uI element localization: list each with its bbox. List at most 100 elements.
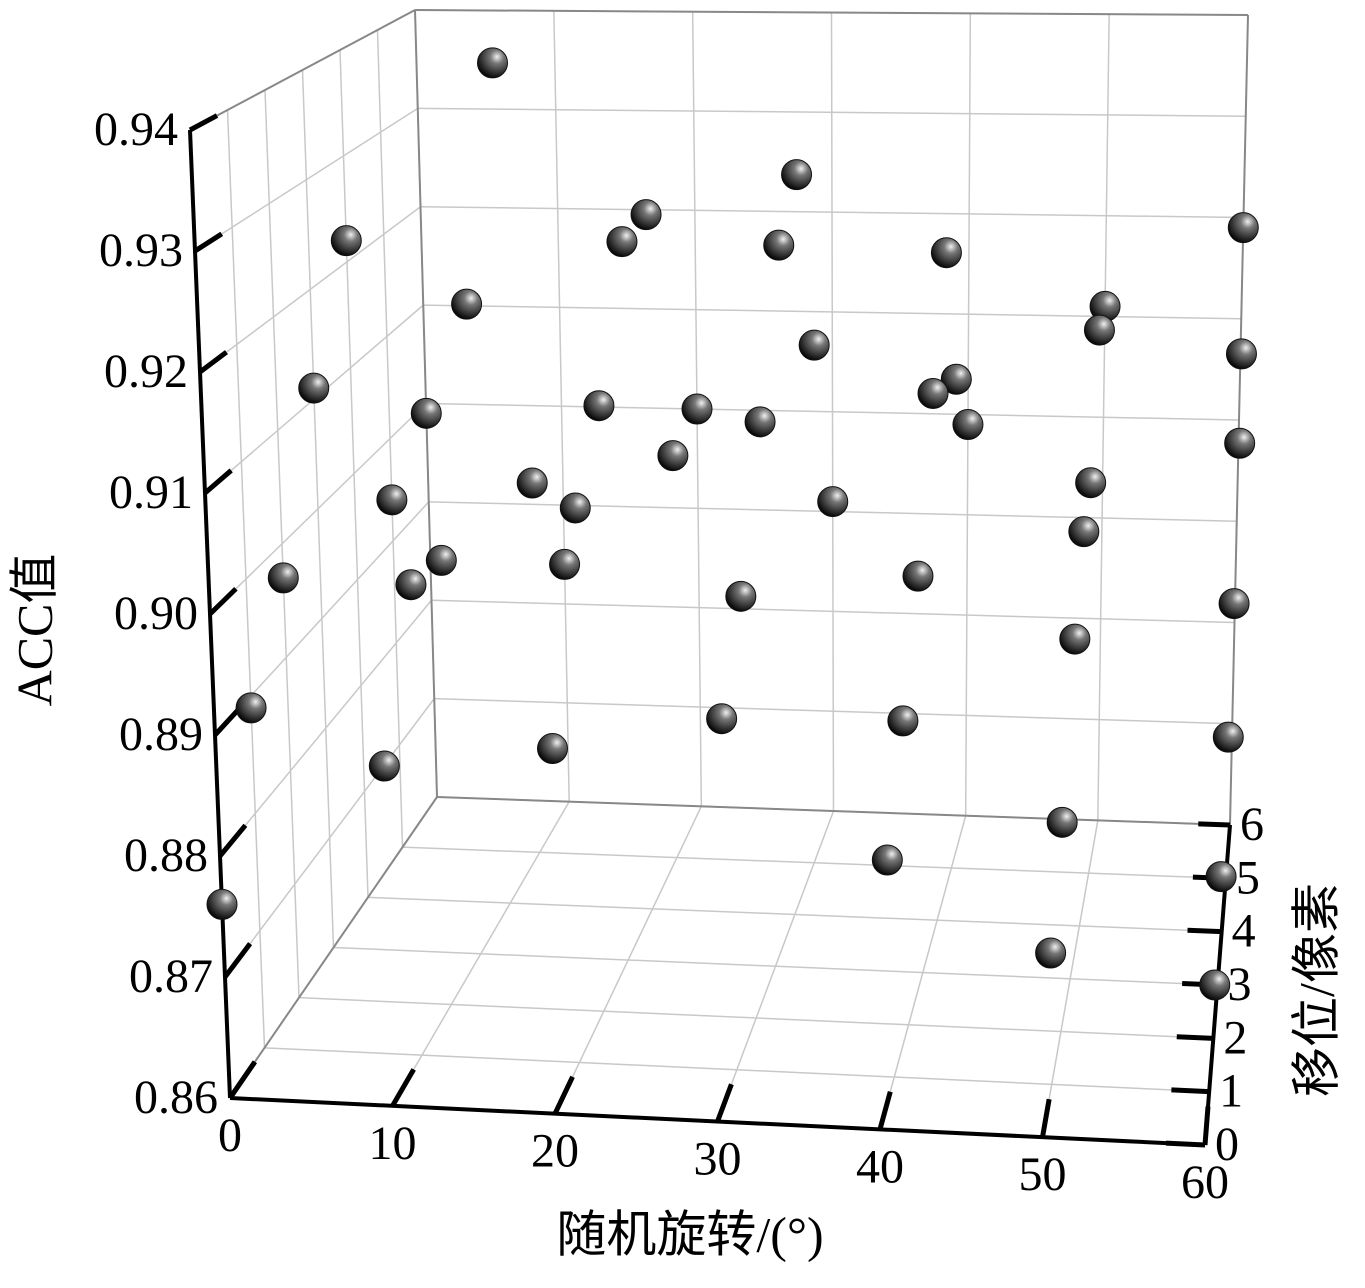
x-tick-label: 30 xyxy=(694,1133,742,1186)
z-tick-label: 0.91 xyxy=(109,466,193,519)
x-tick xyxy=(552,1075,575,1115)
point xyxy=(940,363,972,395)
point xyxy=(267,562,299,594)
z-axis-title: ACC值 xyxy=(6,554,62,707)
point xyxy=(1205,861,1237,893)
y-tick xyxy=(1187,927,1222,935)
box-edge xyxy=(1229,14,1249,826)
z-tick xyxy=(193,231,224,254)
point xyxy=(549,548,581,580)
x-axis-title: 随机旋转/(°) xyxy=(556,1206,823,1262)
point xyxy=(395,569,427,601)
x-tick-label: 60 xyxy=(1181,1156,1229,1209)
grid-line xyxy=(431,599,1235,624)
grid-line xyxy=(333,946,1218,986)
grid-line xyxy=(402,846,1226,880)
point xyxy=(781,159,813,191)
point xyxy=(368,750,400,782)
y-tick-label: 2 xyxy=(1223,1011,1247,1064)
x-tick-label: 0 xyxy=(218,1109,242,1162)
grid xyxy=(189,9,1249,1146)
z-tick xyxy=(218,823,248,858)
point xyxy=(376,484,408,516)
point xyxy=(763,229,795,261)
point xyxy=(887,705,919,737)
point xyxy=(298,372,330,404)
y-tick-label: 0 xyxy=(1215,1118,1239,1171)
marks xyxy=(206,47,1259,1001)
z-tick-label: 0.87 xyxy=(129,950,213,1003)
x-tick xyxy=(390,1068,416,1108)
grid-line xyxy=(194,107,419,252)
point xyxy=(952,409,984,441)
y-tick xyxy=(1198,821,1231,828)
point xyxy=(681,393,713,425)
point xyxy=(930,237,962,269)
box-edge xyxy=(436,796,1231,826)
point xyxy=(917,377,949,409)
point xyxy=(798,329,830,361)
x-tick-label: 20 xyxy=(531,1125,579,1178)
grid-line xyxy=(420,206,1244,219)
z-tick-label: 0.86 xyxy=(134,1071,218,1124)
grid-line xyxy=(199,206,421,373)
z-tick xyxy=(223,942,253,979)
z-tick xyxy=(198,350,228,375)
point xyxy=(451,288,483,320)
point xyxy=(1218,588,1250,620)
y-tick xyxy=(1171,1087,1210,1095)
z-tick-label: 0.88 xyxy=(124,829,208,882)
z-tick-label: 0.90 xyxy=(114,587,198,640)
x-tick-label: 50 xyxy=(1019,1148,1067,1201)
point xyxy=(871,844,903,876)
point xyxy=(425,544,457,576)
point xyxy=(1075,467,1107,499)
point xyxy=(1199,969,1231,1001)
axes: 0.860.870.880.890.900.910.920.930.940 10 2… xyxy=(94,9,1264,1209)
box-edge xyxy=(229,796,438,1099)
x-tick xyxy=(1040,1098,1052,1138)
point xyxy=(537,733,568,765)
grid-line xyxy=(219,599,433,857)
grid-line xyxy=(417,107,1246,117)
z-tick-label: 0.93 xyxy=(99,224,183,277)
grid-line xyxy=(434,697,1233,725)
point xyxy=(817,486,849,518)
point xyxy=(1225,338,1257,370)
point xyxy=(559,492,591,524)
point xyxy=(630,199,662,231)
y-tick-label: 6 xyxy=(1240,798,1264,851)
box-edge xyxy=(189,9,416,131)
x-tick-label: 40 xyxy=(856,1140,904,1193)
point xyxy=(1035,937,1067,969)
point xyxy=(1068,516,1100,548)
y-tick xyxy=(1176,1034,1214,1041)
y-tick-label: 3 xyxy=(1228,958,1252,1011)
x-tick-label: 10 xyxy=(369,1117,417,1170)
grid-line xyxy=(209,402,427,615)
point xyxy=(1083,314,1115,346)
point xyxy=(1046,806,1078,838)
box-edge xyxy=(414,9,1249,16)
y-tick-label: 1 xyxy=(1219,1065,1243,1118)
y-tick-label: 4 xyxy=(1232,905,1256,958)
x-tick xyxy=(1202,1106,1211,1146)
z-tick xyxy=(208,586,238,616)
y-tick xyxy=(1165,1140,1206,1148)
x-tick xyxy=(877,1091,893,1130)
point xyxy=(410,397,442,429)
point xyxy=(657,440,689,472)
point xyxy=(1059,623,1091,655)
point xyxy=(606,226,638,258)
z-tick xyxy=(203,468,233,495)
point xyxy=(1227,212,1259,244)
point xyxy=(330,225,362,257)
y-tick-label: 5 xyxy=(1236,851,1260,904)
grid-line xyxy=(298,996,1214,1040)
point xyxy=(1212,721,1244,753)
point xyxy=(706,703,738,735)
y-axis-title: 移位/像素 xyxy=(1288,883,1344,1097)
point xyxy=(477,47,509,79)
grid-line xyxy=(367,896,1222,933)
